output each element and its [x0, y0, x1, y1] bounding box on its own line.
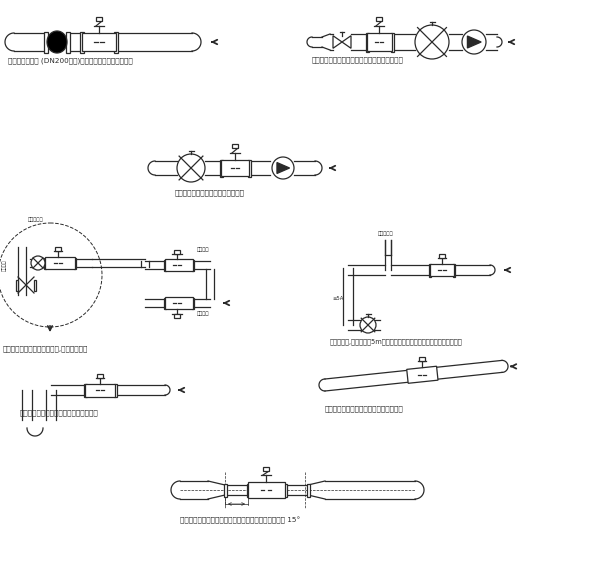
- Bar: [453, 263, 455, 276]
- Text: 最佳位置: 最佳位置: [197, 247, 210, 252]
- Bar: [429, 263, 431, 276]
- Bar: [247, 484, 250, 497]
- Circle shape: [177, 154, 205, 182]
- Polygon shape: [342, 36, 351, 48]
- Circle shape: [360, 317, 376, 333]
- Bar: [174, 250, 180, 254]
- Bar: [174, 314, 180, 318]
- Circle shape: [31, 256, 45, 270]
- Bar: [192, 259, 194, 271]
- Bar: [219, 159, 222, 176]
- Circle shape: [272, 157, 294, 179]
- Text: 自动排气孔: 自动排气孔: [378, 231, 394, 236]
- Bar: [367, 33, 392, 51]
- Bar: [391, 33, 394, 51]
- Bar: [113, 384, 116, 397]
- Bar: [221, 160, 249, 176]
- Text: 敌口潜入或排放流量计安装在管道低段区: 敌口潜入或排放流量计安装在管道低段区: [20, 409, 99, 416]
- Bar: [34, 280, 37, 290]
- Bar: [55, 247, 61, 251]
- Bar: [165, 297, 193, 309]
- Bar: [85, 384, 115, 397]
- Polygon shape: [277, 163, 289, 173]
- Bar: [247, 482, 285, 498]
- Bar: [16, 280, 18, 290]
- Bar: [164, 298, 167, 308]
- Polygon shape: [467, 36, 481, 48]
- Bar: [66, 32, 69, 53]
- Bar: [44, 32, 48, 53]
- Bar: [44, 258, 46, 268]
- Text: 为钒免夹附气体引起测量误差,流量计的安装: 为钒免夹附气体引起测量误差,流量计的安装: [3, 345, 89, 351]
- Text: 长管线上控制阀和切断阀要安装在流量计的下游: 长管线上控制阀和切断阀要安装在流量计的下游: [312, 56, 404, 63]
- Bar: [97, 373, 103, 377]
- Bar: [263, 467, 269, 471]
- Circle shape: [462, 30, 486, 54]
- Bar: [283, 484, 286, 497]
- Bar: [365, 33, 368, 51]
- Bar: [96, 17, 102, 21]
- Text: 在大口径流量计 (DN200以上)安装管线上要加接弹性管件: 在大口径流量计 (DN200以上)安装管线上要加接弹性管件: [8, 57, 133, 64]
- Polygon shape: [333, 36, 342, 48]
- Text: 合理位置: 合理位置: [197, 311, 210, 316]
- Bar: [439, 254, 445, 258]
- Bar: [376, 17, 382, 21]
- Bar: [232, 144, 238, 148]
- Ellipse shape: [47, 31, 67, 53]
- Bar: [247, 159, 250, 176]
- Bar: [164, 259, 167, 271]
- Text: 水平管道流量计安装在稍稍向上的管道区: 水平管道流量计安装在稍稍向上的管道区: [325, 405, 404, 412]
- Text: 向下管道: 向下管道: [2, 259, 7, 271]
- Bar: [74, 258, 76, 268]
- Text: ≥5A: ≥5A: [332, 296, 343, 301]
- Bar: [165, 259, 193, 271]
- Bar: [419, 357, 425, 361]
- Bar: [430, 264, 454, 276]
- Bar: [407, 366, 438, 383]
- Text: 为防止真空,落差管超过5m长时要在流量计下流最高位置上装自动排气阀: 为防止真空,落差管超过5m长时要在流量计下流最高位置上装自动排气阀: [330, 338, 463, 345]
- Text: 流量计上下游管道为异径管时，异径管中心锥角应小于 15°: 流量计上下游管道为异径管时，异径管中心锥角应小于 15°: [180, 517, 300, 524]
- Bar: [307, 484, 310, 497]
- Bar: [45, 257, 75, 269]
- Bar: [114, 32, 118, 53]
- Bar: [83, 384, 86, 397]
- Bar: [82, 33, 116, 51]
- Circle shape: [415, 25, 449, 59]
- Bar: [80, 32, 84, 53]
- Bar: [223, 484, 226, 497]
- Text: 管道最高点: 管道最高点: [28, 217, 44, 222]
- Text: 为防止真空，流量计应装在泵的后面: 为防止真空，流量计应装在泵的后面: [175, 189, 245, 195]
- Bar: [192, 298, 194, 308]
